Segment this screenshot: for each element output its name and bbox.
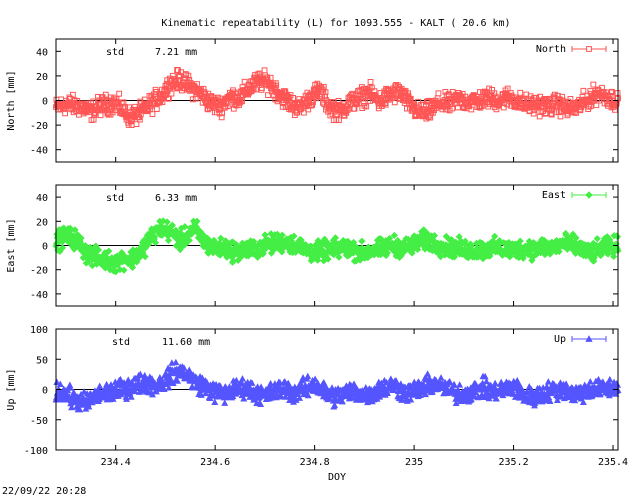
y-tick-label: 0	[42, 242, 48, 253]
panel-north: -40 -20 0 20 40 North [mm] std 7.21 mm North	[6, 38, 621, 163]
y-tick-label: 50	[36, 355, 48, 366]
y-tick-label: -100	[24, 446, 48, 457]
std-value: 6.33 mm	[155, 193, 197, 204]
y-axis-label: North [mm]	[6, 70, 17, 130]
x-tick-label: 234.8	[300, 457, 330, 468]
y-tick-label: -20	[30, 266, 48, 277]
x-tick-label: 234.4	[101, 457, 131, 468]
y-axis-label: Up [mm]	[6, 368, 17, 410]
std-label: std	[106, 193, 124, 204]
std-label: std	[106, 47, 124, 58]
data-points-east	[52, 217, 622, 276]
data-markers	[53, 67, 621, 129]
panel-up: -100 -50 0 50 100 Up [mm] std 11.60 mm Up 234.4 23…	[6, 325, 628, 483]
x-axis-label: DOY	[328, 472, 346, 483]
y-tick-label: -40	[30, 290, 48, 301]
x-tick-label: 235.4	[598, 457, 628, 468]
legend-label: East	[542, 190, 566, 201]
legend-label: North	[536, 44, 566, 55]
y-tick-label: 20	[36, 217, 48, 228]
y-axis-label: East [mm]	[6, 218, 17, 272]
panel-east: -40 -20 0 20 40 East [mm] std 6.33 mm East	[6, 184, 622, 307]
x-tick-label: 235	[405, 457, 423, 468]
y-tick-label: 0	[42, 97, 48, 108]
x-tick-label: 235.2	[499, 457, 529, 468]
data-markers	[52, 217, 622, 276]
y-tick-label: -20	[30, 121, 48, 132]
legend-marker	[585, 335, 593, 342]
std-value: 11.60 mm	[162, 337, 210, 348]
std-label: std	[112, 337, 130, 348]
chart-title: Kinematic repeatability (L) for 1093.555…	[161, 18, 510, 29]
y-tick-label: -50	[30, 416, 48, 427]
y-tick-label: 20	[36, 72, 48, 83]
y-tick-label: -40	[30, 146, 48, 157]
legend-marker	[586, 46, 592, 52]
y-tick-label: 40	[36, 193, 48, 204]
legend-label: Up	[554, 334, 566, 345]
footer-timestamp: 22/09/22 20:28	[2, 486, 86, 496]
std-value: 7.21 mm	[155, 47, 197, 58]
y-tick-label: 100	[30, 325, 48, 336]
data-points-north	[53, 67, 621, 129]
legend-marker	[585, 191, 593, 199]
y-tick-label: 0	[42, 386, 48, 397]
data-points-up	[52, 358, 622, 413]
data-markers	[52, 358, 622, 413]
y-tick-label: 40	[36, 47, 48, 58]
x-tick-label: 234.6	[200, 457, 230, 468]
